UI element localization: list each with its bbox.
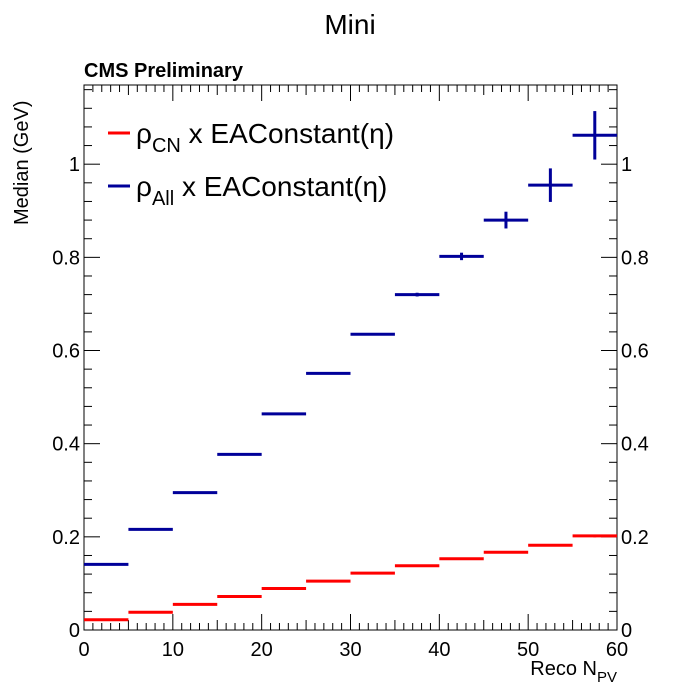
x-axis-title: Reco NPV (530, 658, 617, 686)
y-tick-label: 1 (69, 154, 80, 176)
x-axis-title-main: Reco N (530, 658, 597, 680)
data-point (439, 252, 484, 261)
y-tick-label: 0.8 (52, 247, 80, 269)
legend-label-rest: x EAConstant(η) (181, 118, 394, 149)
legend-label-main: ρ (136, 171, 152, 202)
data-point (172, 491, 218, 495)
data-point (439, 557, 484, 561)
x-tick-label: 60 (606, 639, 628, 661)
data-point (261, 412, 307, 416)
legend-entry: ρCN x EAConstant(η) (108, 118, 394, 157)
chart-title: Mini (324, 9, 375, 40)
x-tick-label: 10 (162, 639, 184, 661)
data-point (350, 332, 395, 336)
legend-label: ρCN x EAConstant(η) (136, 118, 394, 157)
data-point (394, 564, 440, 568)
x-tick-label: 0 (78, 639, 89, 661)
legend-label-sub: All (152, 188, 174, 210)
data-point (350, 571, 395, 575)
data-point (394, 292, 440, 297)
data-point (217, 594, 262, 598)
x-tick-label: 30 (339, 639, 361, 661)
data-point (528, 168, 573, 202)
data-point (84, 562, 129, 566)
data-point (306, 371, 351, 375)
y-tick-label: 0.6 (52, 341, 80, 363)
x-tick-label: 20 (251, 639, 273, 661)
legend: ρCN x EAConstant(η)ρAll x EAConstant(η) (108, 118, 394, 210)
y-tick-label: 0.4 (52, 434, 80, 456)
y-tick-label-right: 0.8 (621, 247, 649, 269)
x-tick-label: 40 (428, 639, 450, 661)
legend-label-sub: CN (152, 135, 181, 157)
y-tick-label-right: 0.6 (621, 341, 649, 363)
legend-label-main: ρ (136, 118, 152, 149)
data-point (261, 587, 307, 591)
data-markers (84, 111, 617, 622)
y-tick-label: 0 (69, 620, 80, 642)
y-tick-label: 0.2 (52, 527, 80, 549)
cms-preliminary-label: CMS Preliminary (84, 60, 244, 82)
legend-entry: ρAll x EAConstant(η) (108, 171, 387, 210)
data-point (483, 211, 529, 229)
y-axis-title: Median (GeV) (11, 101, 33, 226)
data-point (572, 534, 617, 538)
data-point (217, 452, 262, 456)
tick-labels: 0 10 20 30 40 50 600 00.2 0.20.4 0.40.6 0.60.8 0.81… (52, 154, 649, 661)
data-point (483, 550, 529, 554)
series-rho-cn (84, 534, 617, 622)
data-point (306, 579, 351, 583)
legend-label: ρAll x EAConstant(η) (136, 171, 387, 210)
y-tick-label-right: 0 (621, 620, 632, 642)
x-axis-title-sub: PV (597, 669, 617, 686)
series-rho-all (84, 111, 617, 566)
data-point (84, 618, 129, 622)
data-point (128, 527, 173, 531)
data-point (528, 543, 573, 547)
y-tick-label-right: 0.4 (621, 434, 649, 456)
legend-label-rest: x EAConstant(η) (174, 171, 387, 202)
data-point (172, 602, 218, 606)
data-point (128, 610, 173, 614)
x-tick-label: 50 (517, 639, 539, 661)
y-tick-label-right: 1 (621, 154, 632, 176)
data-point (572, 111, 617, 160)
axis-ticks (83, 85, 618, 631)
y-tick-label-right: 0.2 (621, 527, 649, 549)
